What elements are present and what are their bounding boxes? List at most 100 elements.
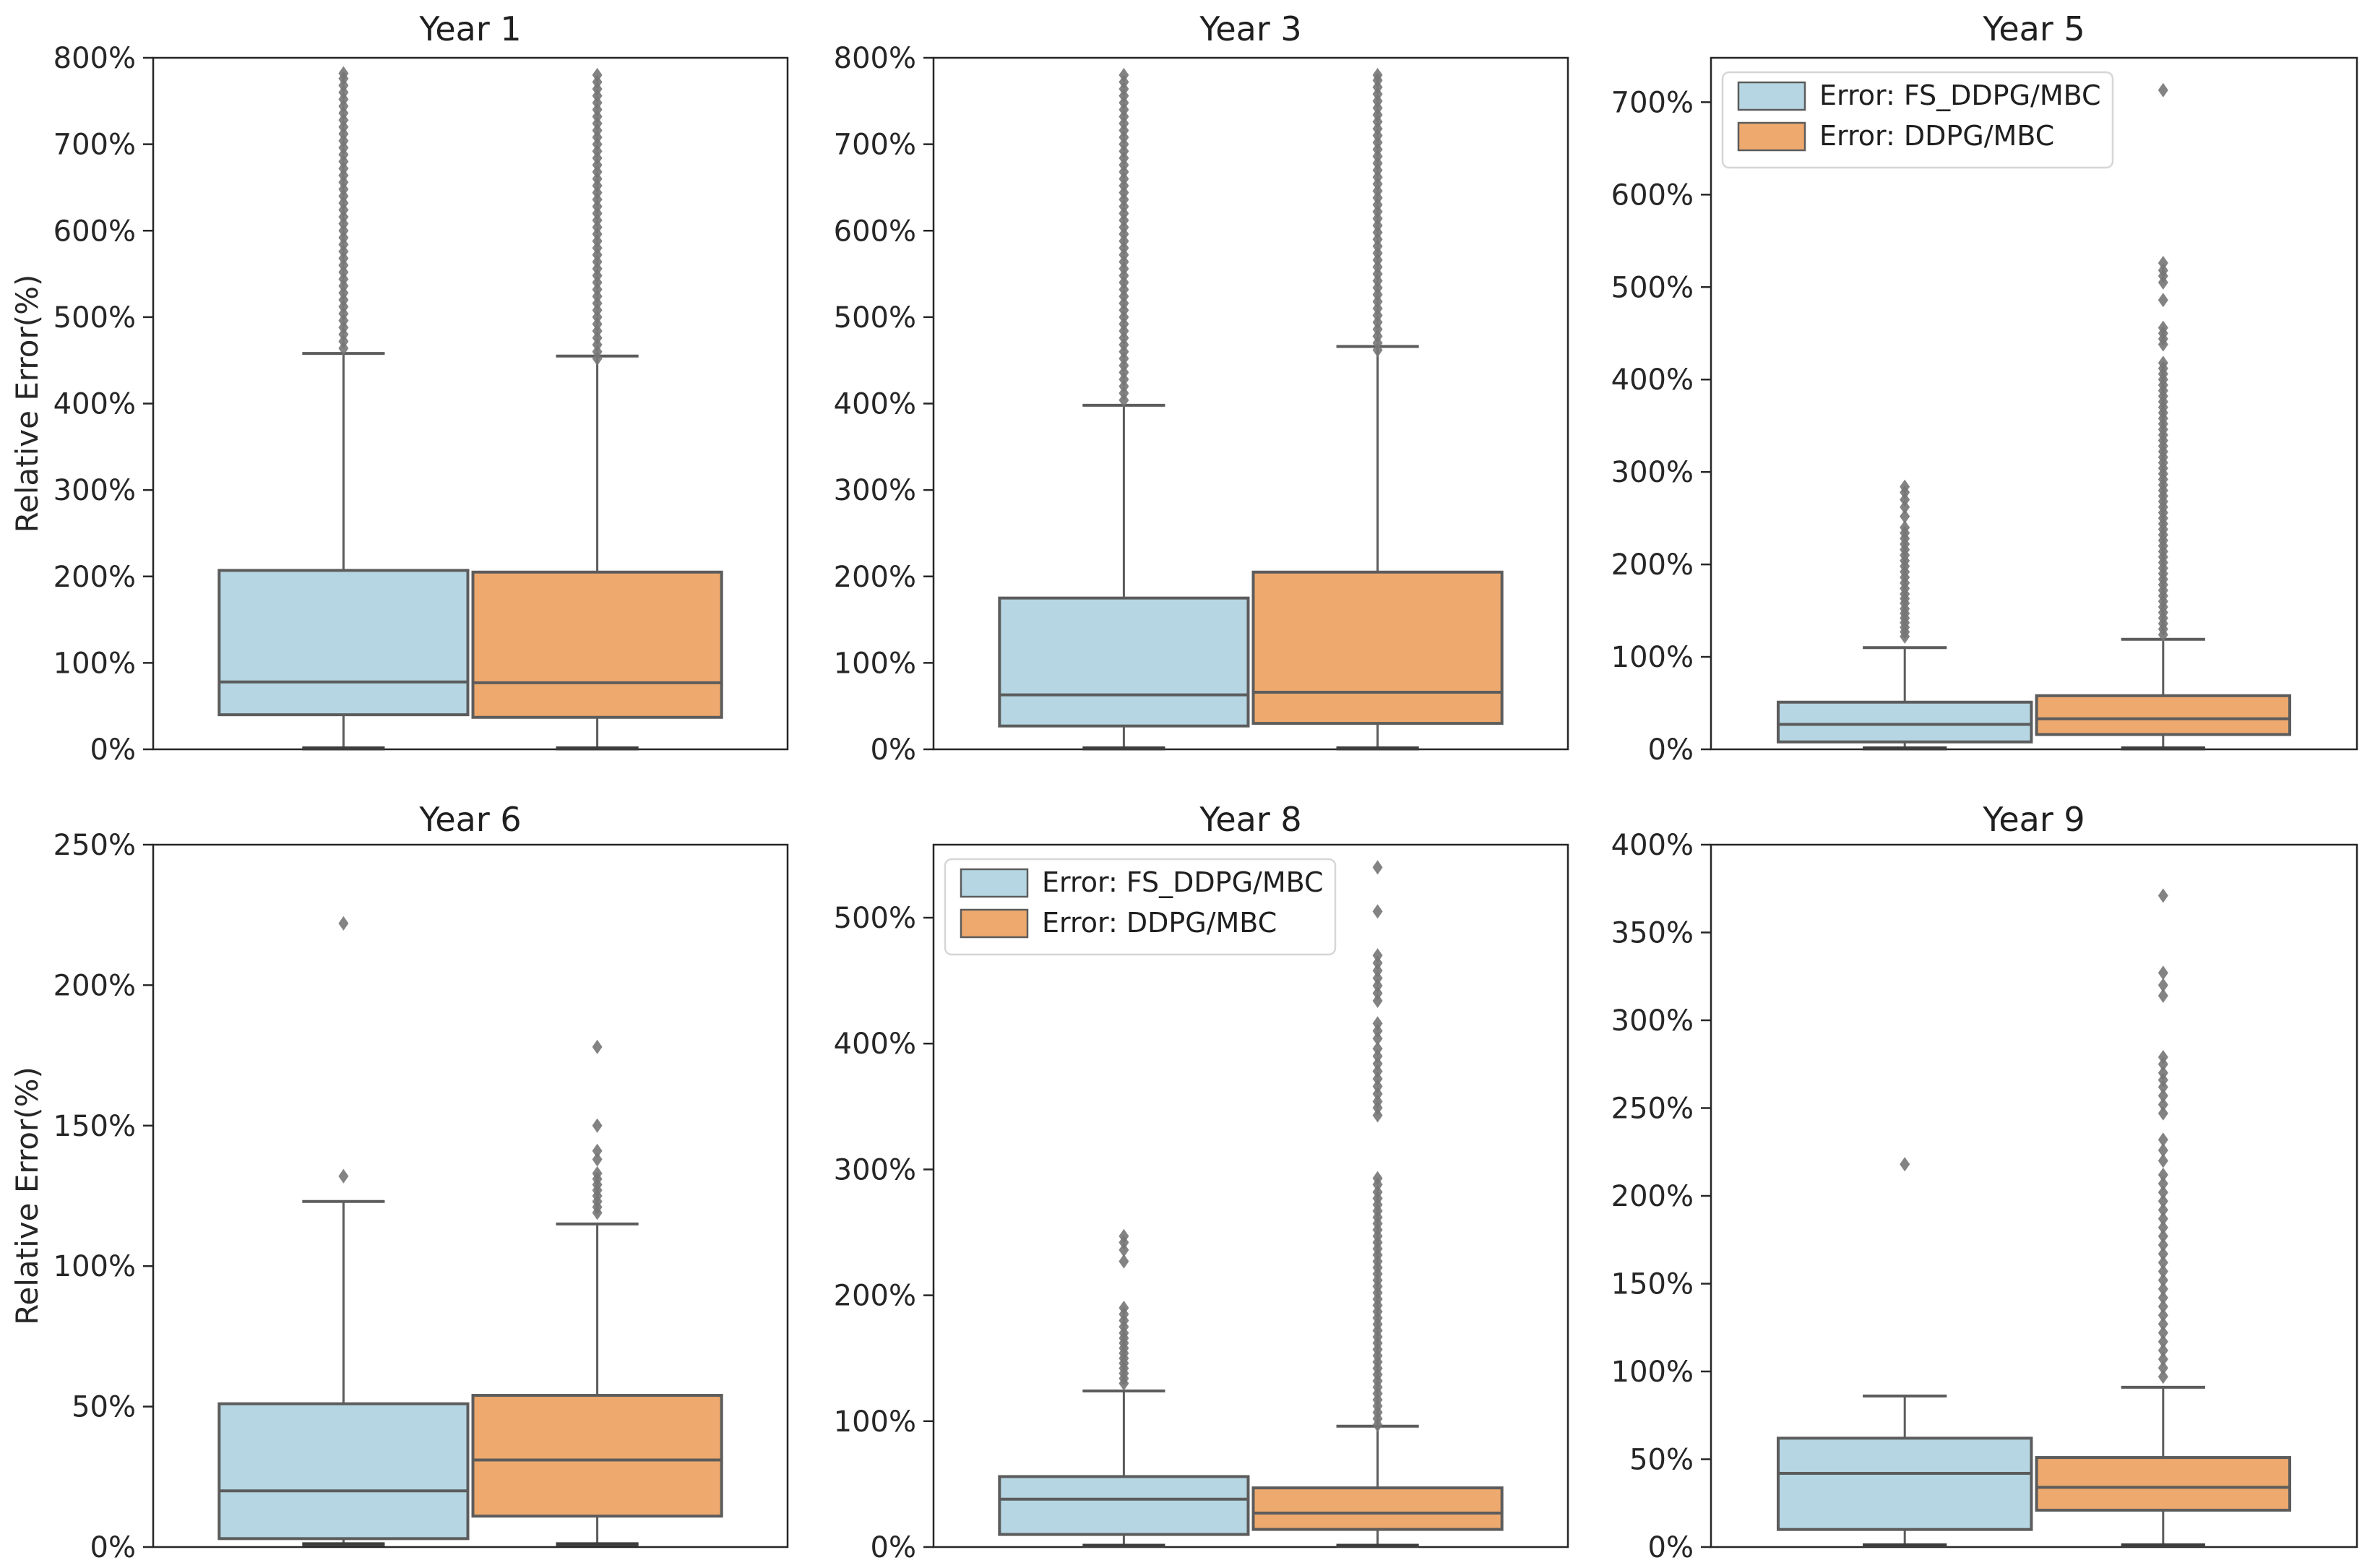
box-fs-ddpg-mbc bbox=[998, 596, 1250, 728]
y-tick-label: 100% bbox=[53, 1250, 136, 1283]
outlier-diamond bbox=[2158, 1272, 2168, 1288]
y-tick-label: 100% bbox=[834, 1405, 916, 1439]
plot-area bbox=[932, 843, 1569, 1548]
y-tick-label: 400% bbox=[1611, 363, 1694, 397]
outlier-diamond bbox=[1372, 970, 1383, 986]
outlier-diamond bbox=[2158, 1065, 2168, 1080]
y-tick-label: 200% bbox=[1611, 1180, 1694, 1213]
y-tick-label: 500% bbox=[834, 301, 916, 335]
outliers-fs-ddpg-mbc bbox=[1900, 479, 1910, 644]
outlier-diamond bbox=[1372, 1048, 1383, 1064]
outlier-diamond bbox=[1372, 1171, 1383, 1186]
outliers-fs-ddpg-mbc bbox=[338, 916, 349, 1184]
outlier-diamond bbox=[1900, 479, 1910, 494]
box-series-fs-ddpg-mbc bbox=[1776, 1157, 2033, 1548]
outlier-diamond bbox=[1372, 1056, 1383, 1072]
y-tick-label: 50% bbox=[72, 1391, 136, 1424]
y-tick-label: 800% bbox=[834, 42, 916, 75]
outlier-diamond bbox=[2158, 1369, 2168, 1384]
outliers-ddpg-mbc bbox=[592, 67, 603, 366]
legend-label: Error: FS_DDPG/MBC bbox=[1042, 866, 1324, 898]
y-tick-label: 700% bbox=[834, 129, 916, 162]
outlier-diamond bbox=[2158, 1153, 2168, 1168]
y-tick-label: 300% bbox=[1611, 456, 1694, 489]
subplot-year-3: Year 3 0% 100% 200% 300% 400% 500% 600% 700% 800% bbox=[834, 9, 1569, 767]
y-tick-label: 350% bbox=[1611, 917, 1694, 950]
outlier-diamond bbox=[2158, 1106, 2168, 1121]
outlier-diamond bbox=[2158, 293, 2168, 308]
outlier-diamond bbox=[592, 1143, 603, 1158]
y-tick-label: 600% bbox=[1611, 178, 1694, 212]
legend: Error: FS_DDPG/MBC Error: DDPG/MBC bbox=[1721, 71, 2114, 169]
outlier-diamond bbox=[2158, 1290, 2168, 1305]
legend-swatch-fs-ddpg-mbc bbox=[960, 868, 1029, 898]
outliers-ddpg-mbc bbox=[1372, 67, 1383, 358]
box-fs-ddpg-mbc bbox=[998, 1475, 1250, 1536]
outlier-diamond bbox=[592, 67, 603, 82]
outlier-diamond bbox=[1118, 1254, 1129, 1269]
outlier-diamond bbox=[2158, 1142, 2168, 1158]
outlier-diamond bbox=[1900, 520, 1910, 535]
outlier-diamond bbox=[592, 1118, 603, 1133]
outlier-diamond bbox=[2158, 320, 2168, 335]
box-series-ddpg-mbc bbox=[471, 1039, 723, 1546]
outlier-diamond bbox=[1118, 1228, 1129, 1244]
y-tick-label: 400% bbox=[834, 388, 916, 421]
legend: Error: FS_DDPG/MBC Error: DDPG/MBC bbox=[944, 858, 1337, 956]
y-tick-label: 700% bbox=[1611, 86, 1694, 119]
outlier-diamond bbox=[1900, 499, 1910, 514]
box-ddpg-mbc bbox=[2035, 694, 2292, 736]
outlier-diamond bbox=[1900, 492, 1910, 507]
outliers-fs-ddpg-mbc bbox=[338, 66, 349, 356]
outlier-diamond bbox=[2158, 1211, 2168, 1226]
box-series-fs-ddpg-mbc bbox=[217, 66, 470, 751]
outlier-diamond bbox=[1372, 1094, 1383, 1109]
box-series-ddpg-mbc bbox=[471, 67, 723, 751]
outlier-diamond bbox=[1372, 67, 1383, 82]
outlier-diamond bbox=[2158, 263, 2168, 278]
outlier-diamond bbox=[2158, 1176, 2168, 1191]
legend-frame bbox=[944, 858, 1337, 956]
box-ddpg-mbc bbox=[471, 1394, 723, 1518]
outlier-diamond bbox=[1118, 1242, 1129, 1257]
outlier-diamond bbox=[2158, 1220, 2168, 1235]
y-tick-label: 0% bbox=[871, 733, 916, 767]
outliers-ddpg-mbc bbox=[1372, 860, 1383, 1433]
outlier-diamond bbox=[1372, 904, 1383, 919]
y-tick-label: 500% bbox=[834, 902, 916, 935]
outlier-diamond bbox=[1372, 955, 1383, 970]
box-ddpg-mbc bbox=[1251, 1486, 1504, 1531]
subplot-title: Year 3 bbox=[1199, 9, 1301, 48]
subplot-year-8: Year 8 0% 100% 200% 300% 400% 500% Error: FS_DD… bbox=[834, 800, 1569, 1564]
box-series-ddpg-mbc bbox=[2035, 82, 2292, 751]
y-tick-label: 600% bbox=[834, 215, 916, 248]
subplot-title: Year 5 bbox=[1982, 9, 2085, 48]
legend-swatch-ddpg-mbc bbox=[960, 908, 1029, 939]
y-tick-label: 150% bbox=[53, 1110, 136, 1143]
y-tick-label: 300% bbox=[834, 1153, 916, 1186]
box-ddpg-mbc bbox=[471, 570, 723, 719]
outlier-diamond bbox=[2158, 1202, 2168, 1218]
y-tick-label: 0% bbox=[90, 733, 136, 767]
outlier-diamond bbox=[1372, 860, 1383, 875]
outlier-diamond bbox=[1372, 994, 1383, 1008]
outlier-diamond bbox=[1118, 1301, 1129, 1316]
outlier-diamond bbox=[1900, 509, 1910, 524]
legend-label: Error: FS_DDPG/MBC bbox=[1819, 79, 2101, 111]
outlier-diamond bbox=[1372, 1108, 1383, 1123]
outlier-diamond bbox=[592, 1039, 603, 1054]
legend-swatch-fs-ddpg-mbc bbox=[1737, 81, 1806, 111]
y-tick-label: 100% bbox=[834, 647, 916, 680]
plot-area bbox=[1710, 843, 2358, 1548]
outliers-ddpg-mbc bbox=[592, 1039, 603, 1220]
y-tick-label: 800% bbox=[53, 42, 136, 75]
outlier-diamond bbox=[2158, 1325, 2168, 1340]
outlier-diamond bbox=[2158, 1132, 2168, 1147]
box-ddpg-mbc bbox=[1251, 570, 1504, 725]
outlier-diamond bbox=[338, 916, 349, 931]
y-tick-label: 250% bbox=[53, 829, 136, 862]
outlier-diamond bbox=[1372, 1016, 1383, 1031]
outlier-diamond bbox=[2158, 1281, 2168, 1296]
y-tick-label: 400% bbox=[53, 388, 136, 421]
y-tick-label: 100% bbox=[53, 647, 136, 680]
